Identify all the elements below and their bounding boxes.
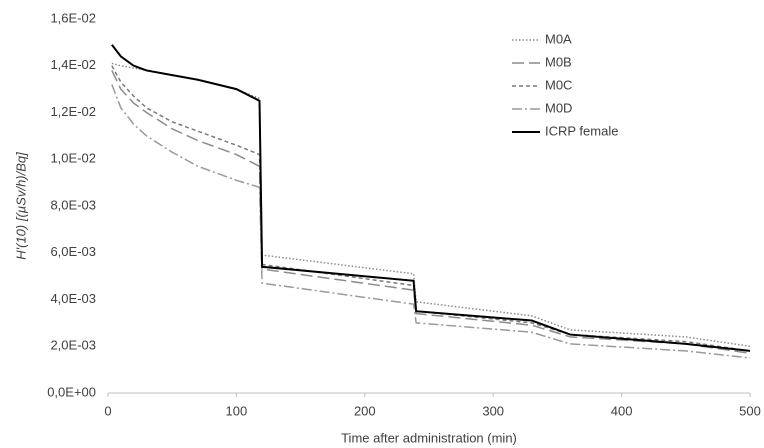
x-tick-label: 300 [482, 403, 504, 418]
x-tick-label: 500 [739, 403, 761, 418]
y-tick-label: 1,0E-02 [50, 151, 96, 166]
x-axis-label: Time after administration (min) [341, 430, 517, 445]
series-line [111, 84, 751, 359]
series-line [111, 62, 751, 347]
y-axis-label: H'(10) [(µSv/h)/Bq] [13, 152, 28, 260]
series-line [111, 44, 751, 352]
x-tick-label: 100 [226, 403, 248, 418]
y-tick-label: 8,0E-03 [50, 197, 96, 212]
x-tick-label: 400 [611, 403, 633, 418]
y-tick-label: 6,0E-03 [50, 244, 96, 259]
series-line [111, 70, 751, 355]
y-tick-label: 4,0E-03 [50, 291, 96, 306]
y-tick-label: 1,4E-02 [50, 57, 96, 72]
series-line [111, 65, 751, 352]
y-tick-label: 1,2E-02 [50, 104, 96, 119]
legend-label: M0D [545, 100, 572, 115]
x-tick-label: 0 [104, 403, 111, 418]
legend-label: M0C [545, 77, 572, 92]
legend-label: M0A [545, 31, 572, 46]
legend-label: M0B [545, 54, 572, 69]
x-tick-label: 200 [354, 403, 376, 418]
y-tick-label: 2,0E-03 [50, 338, 96, 353]
y-tick-label: 1,6E-02 [50, 10, 96, 25]
y-tick-label: 0,0E+00 [47, 384, 96, 399]
legend-label: ICRP female [545, 123, 618, 138]
